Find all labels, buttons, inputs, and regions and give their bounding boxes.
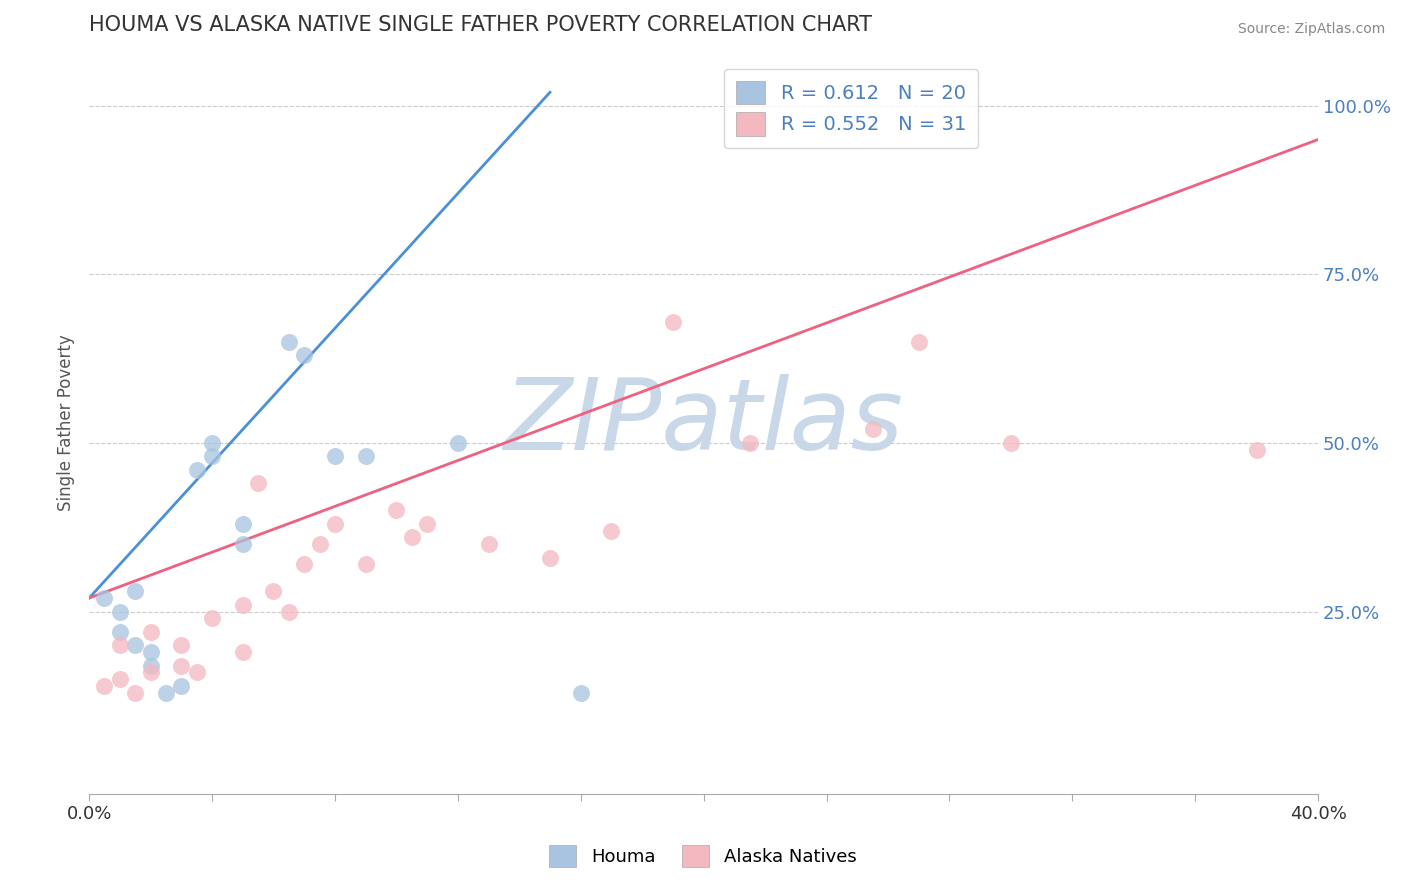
Point	[385, 503, 408, 517]
Point	[477, 537, 499, 551]
Point	[277, 334, 299, 349]
Point	[262, 584, 284, 599]
Point	[201, 450, 224, 464]
Point	[416, 516, 439, 531]
Point	[93, 591, 115, 606]
Point	[186, 463, 208, 477]
Legend: Houma, Alaska Natives: Houma, Alaska Natives	[543, 838, 863, 874]
Point	[201, 611, 224, 625]
Point	[569, 685, 592, 699]
Legend: R = 0.612   N = 20, R = 0.552   N = 31: R = 0.612 N = 20, R = 0.552 N = 31	[724, 69, 977, 147]
Point	[108, 638, 131, 652]
Point	[538, 550, 561, 565]
Point	[124, 685, 146, 699]
Point	[93, 679, 115, 693]
Point	[108, 605, 131, 619]
Point	[292, 348, 315, 362]
Point	[139, 624, 162, 639]
Point	[401, 530, 423, 544]
Text: Source: ZipAtlas.com: Source: ZipAtlas.com	[1237, 22, 1385, 37]
Point	[108, 672, 131, 686]
Y-axis label: Single Father Poverty: Single Father Poverty	[58, 334, 75, 511]
Point	[108, 624, 131, 639]
Point	[277, 605, 299, 619]
Point	[907, 334, 929, 349]
Point	[323, 450, 346, 464]
Point	[862, 422, 884, 436]
Point	[1000, 436, 1022, 450]
Point	[292, 558, 315, 572]
Point	[308, 537, 330, 551]
Point	[170, 679, 193, 693]
Point	[738, 436, 761, 450]
Point	[232, 516, 254, 531]
Point	[170, 638, 193, 652]
Point	[139, 645, 162, 659]
Point	[139, 665, 162, 680]
Point	[323, 516, 346, 531]
Point	[232, 537, 254, 551]
Text: ZIPatlas: ZIPatlas	[503, 375, 904, 471]
Point	[354, 558, 377, 572]
Point	[139, 658, 162, 673]
Point	[155, 685, 177, 699]
Point	[662, 315, 685, 329]
Point	[201, 436, 224, 450]
Point	[600, 524, 623, 538]
Point	[354, 450, 377, 464]
Point	[447, 436, 470, 450]
Point	[186, 665, 208, 680]
Point	[170, 658, 193, 673]
Point	[124, 638, 146, 652]
Point	[232, 598, 254, 612]
Point	[232, 645, 254, 659]
Point	[247, 476, 270, 491]
Point	[1246, 442, 1268, 457]
Text: HOUMA VS ALASKA NATIVE SINGLE FATHER POVERTY CORRELATION CHART: HOUMA VS ALASKA NATIVE SINGLE FATHER POV…	[89, 15, 872, 35]
Point	[124, 584, 146, 599]
